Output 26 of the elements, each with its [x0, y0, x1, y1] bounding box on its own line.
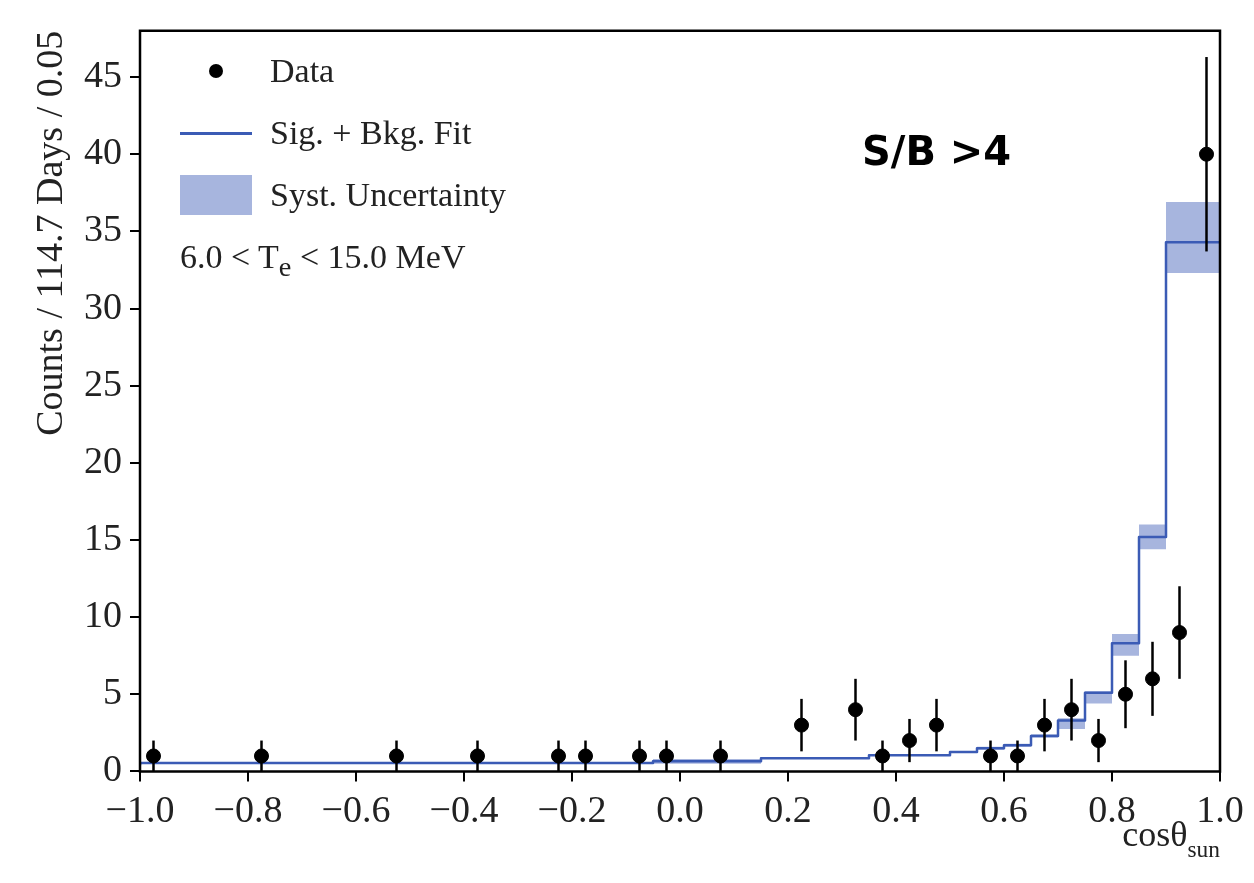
x-tick-label: 1.0 — [1196, 788, 1244, 831]
y-tick-label: 45 — [84, 53, 122, 96]
y-tick-label: 35 — [84, 207, 122, 250]
y-tick-label: 30 — [84, 284, 122, 327]
x-tick-label: −0.4 — [429, 788, 499, 831]
y-tick-label: 5 — [103, 670, 122, 713]
y-tick-label: 25 — [84, 361, 122, 404]
x-tick-label: 0.2 — [764, 788, 812, 831]
y-tick-label: 0 — [103, 747, 122, 790]
annotation: S/B >4 — [862, 128, 1012, 174]
y-tick-label: 40 — [84, 130, 122, 173]
legend-label: Sig. + Bkg. Fit — [270, 114, 472, 152]
x-tick-label: −1.0 — [105, 788, 175, 831]
y-tick-label: 15 — [84, 515, 122, 558]
x-tick-label: −0.6 — [321, 788, 391, 831]
legend-label: Data — [270, 52, 335, 90]
annotation: 6.0 < T$_{e}$ < 15.0 MeV — [180, 237, 467, 284]
y-axis-title: Counts / 114.7 Days / 0.05 — [28, 30, 70, 436]
x-tick-label: −0.2 — [537, 788, 607, 831]
annotation: Syst. Uncertainty — [270, 176, 507, 214]
x-tick-label: 0.6 — [980, 788, 1028, 831]
y-tick-label: 20 — [84, 438, 122, 481]
y-tick-label: 10 — [84, 593, 122, 636]
x-tick-label: 0.0 — [656, 788, 704, 831]
x-tick-label: −0.8 — [213, 788, 283, 831]
x-tick-label: 0.4 — [872, 788, 920, 831]
